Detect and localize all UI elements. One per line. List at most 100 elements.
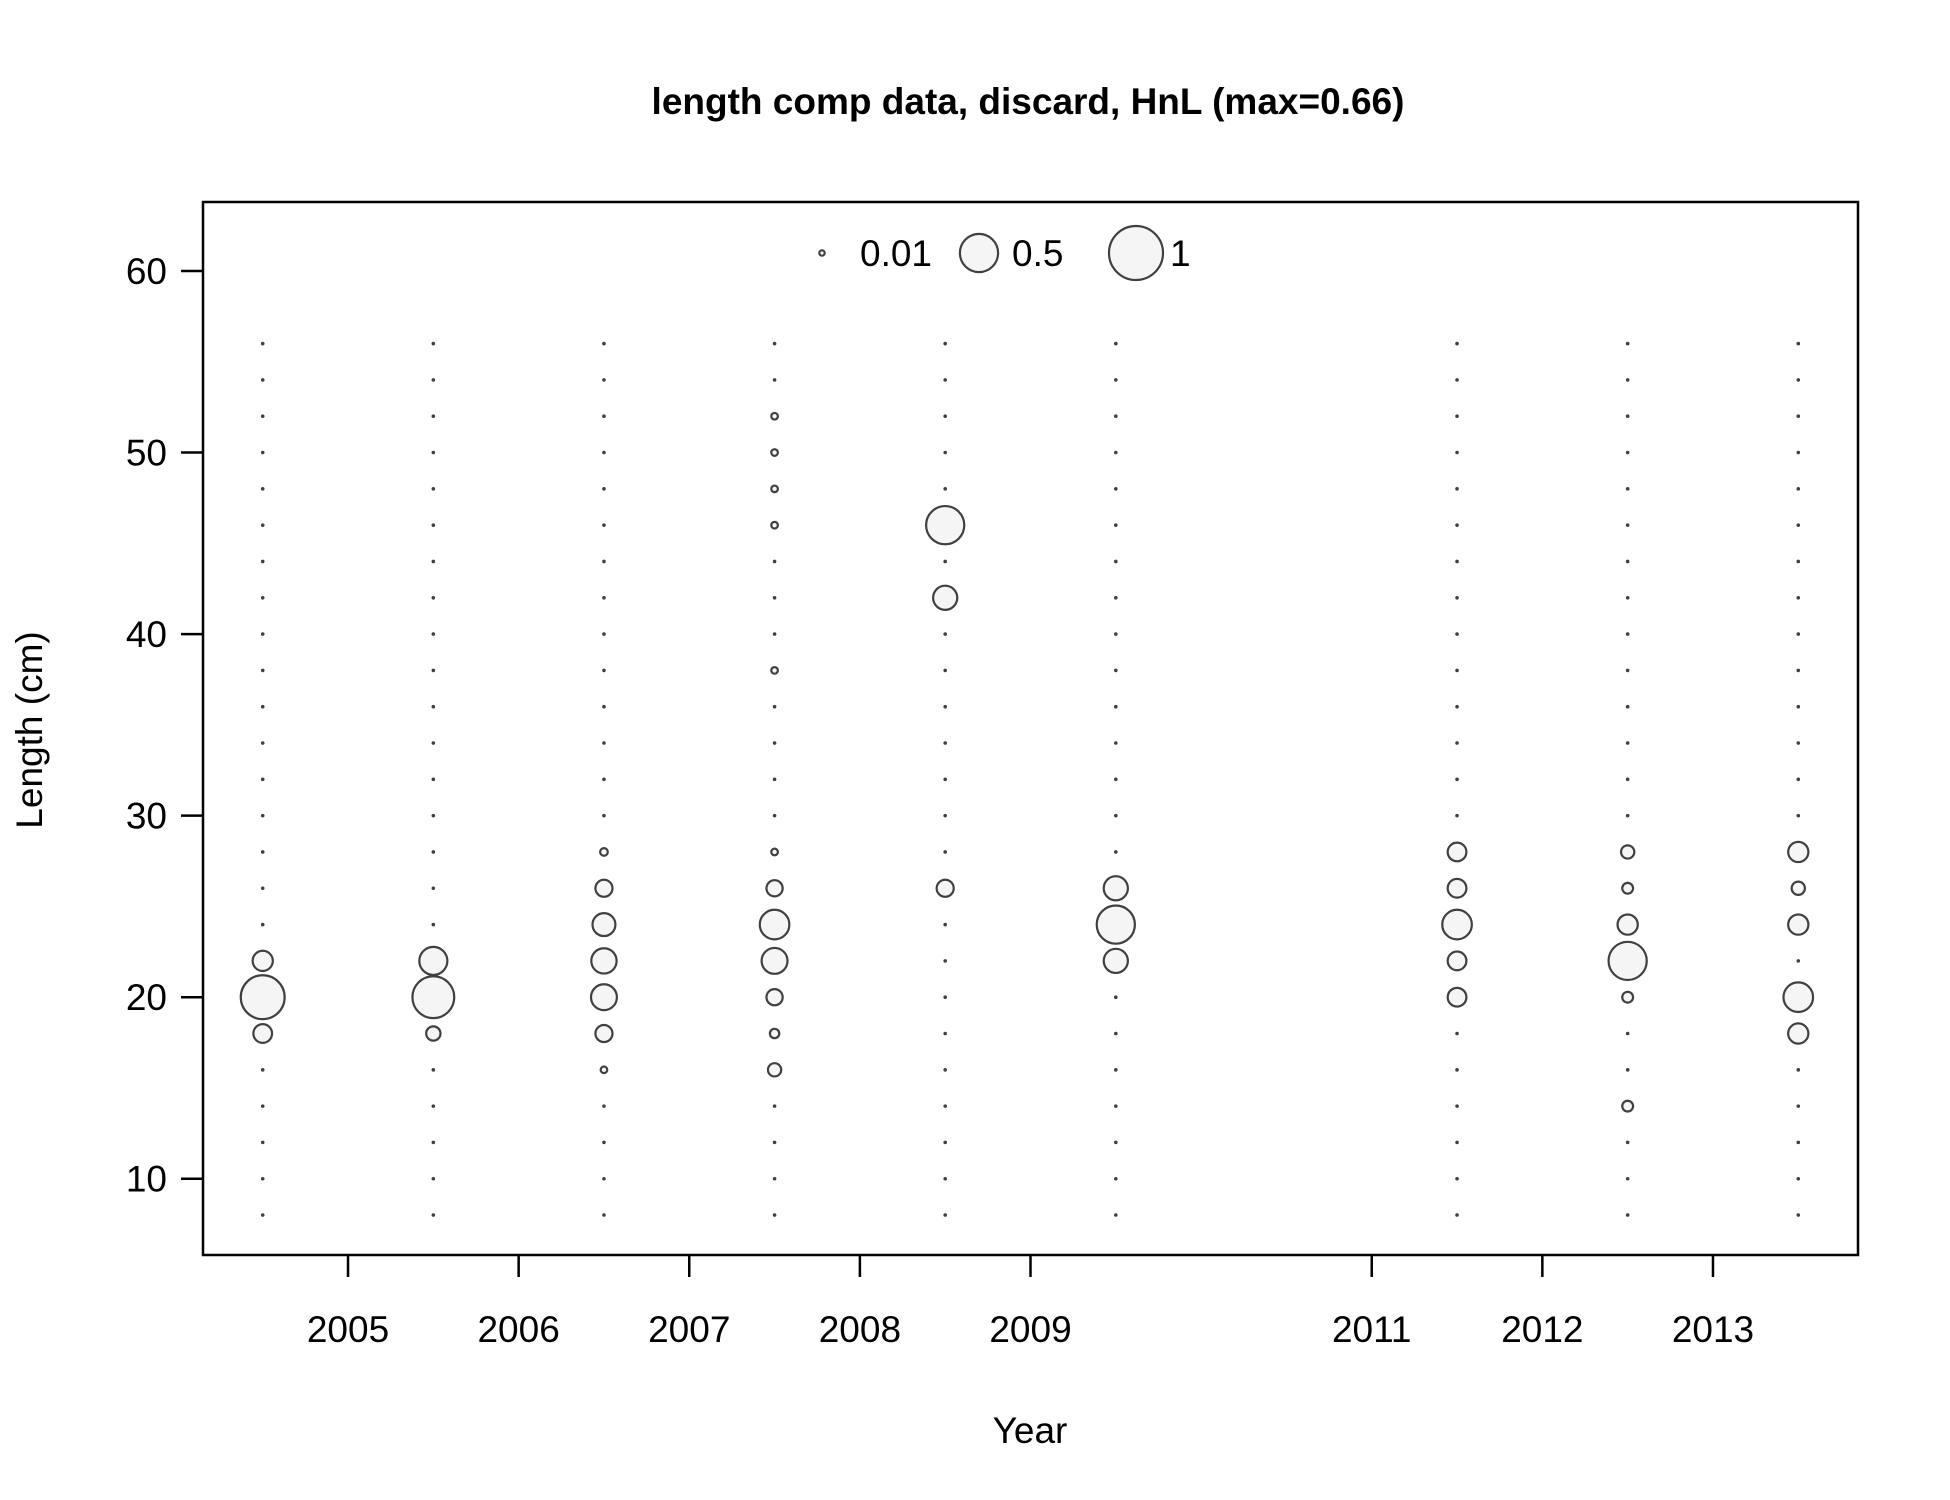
empty-bin-dot: [772, 1176, 777, 1181]
empty-bin-dot: [943, 813, 947, 818]
empty-bin-dot: [1114, 414, 1118, 419]
empty-bin-dot: [1796, 414, 1801, 419]
empty-bin-dot: [1455, 668, 1459, 673]
bubble: [1102, 875, 1129, 902]
bubble: [770, 448, 779, 457]
empty-bin-dot: [431, 668, 436, 673]
empty-bin-dot: [772, 813, 777, 818]
empty-bin-dot: [772, 632, 777, 636]
bubble: [1621, 990, 1635, 1004]
empty-bin-dot: [1796, 704, 1801, 709]
empty-bin-dot: [943, 487, 947, 491]
empty-bin-dot: [602, 704, 606, 709]
empty-bin-dot: [772, 704, 777, 709]
empty-bin-dot: [1455, 595, 1459, 600]
empty-bin-dot: [1625, 559, 1630, 564]
empty-bin-dot: [943, 1176, 947, 1181]
empty-bin-dot: [1796, 341, 1801, 346]
empty-bin-dot: [1796, 959, 1801, 963]
empty-bin-dot: [772, 595, 777, 600]
bubble: [770, 847, 779, 857]
empty-bin-dot: [1114, 632, 1118, 636]
empty-bin-dot: [943, 1140, 947, 1145]
empty-bin-dot: [602, 487, 606, 491]
empty-bin-dot: [431, 559, 436, 564]
empty-bin-dot: [602, 1176, 606, 1181]
empty-bin-dot: [602, 741, 606, 745]
empty-bin-dot: [1625, 487, 1630, 491]
bubble: [1441, 908, 1473, 941]
bubble: [594, 1023, 614, 1044]
empty-bin-dot: [1625, 704, 1630, 709]
bubble: [1621, 881, 1635, 895]
y-tick-label: 30: [126, 796, 167, 837]
empty-bin-dot: [943, 777, 947, 782]
empty-bin-dot: [260, 1140, 265, 1145]
empty-bin-dot: [260, 559, 265, 564]
bubble: [1782, 981, 1815, 1014]
empty-bin-dot: [1625, 595, 1630, 600]
empty-bin-dot: [260, 1176, 265, 1181]
empty-bin-dot: [1455, 1213, 1459, 1217]
empty-bin-dot: [431, 487, 436, 491]
empty-bin-dot: [943, 668, 947, 673]
empty-bin-dot: [1114, 595, 1118, 600]
empty-bin-dot: [260, 414, 265, 419]
empty-bin-dot: [431, 1213, 436, 1217]
empty-bin-dot: [1114, 450, 1118, 455]
empty-bin-dot: [943, 341, 947, 346]
x-tick-label: 2008: [819, 1309, 901, 1350]
empty-bin-dot: [1625, 523, 1630, 527]
bubble: [766, 1062, 783, 1078]
empty-bin-dot: [1625, 668, 1630, 673]
empty-bin-dot: [1455, 341, 1459, 346]
empty-bin-dot: [431, 886, 436, 891]
x-tick-label: 2009: [989, 1309, 1071, 1350]
empty-bin-dot: [1796, 741, 1801, 745]
empty-bin-dot: [772, 1104, 777, 1108]
bubble: [770, 520, 779, 530]
empty-bin-dot: [1114, 341, 1118, 346]
empty-bin-dot: [1455, 813, 1459, 818]
empty-bin-dot: [602, 595, 606, 600]
y-tick-label: 60: [126, 251, 167, 292]
empty-bin-dot: [1625, 813, 1630, 818]
x-tick-label: 2007: [648, 1309, 730, 1350]
empty-bin-dot: [1114, 668, 1118, 673]
empty-bin-dot: [602, 813, 606, 818]
bubble: [425, 1025, 442, 1042]
empty-bin-dot: [260, 450, 265, 455]
empty-bin-dot: [431, 1104, 436, 1108]
empty-bin-dot: [943, 959, 947, 963]
empty-bin-dot: [602, 1104, 606, 1108]
bubble: [1446, 950, 1468, 972]
empty-bin-dot: [1114, 523, 1118, 527]
empty-bin-dot: [1455, 487, 1459, 491]
empty-bin-dot: [1114, 995, 1118, 999]
empty-bin-dot: [431, 378, 436, 382]
y-tick-label: 10: [126, 1159, 167, 1200]
empty-bin-dot: [1455, 1104, 1459, 1108]
y-tick-label: 20: [126, 977, 167, 1018]
empty-bin-dot: [1455, 378, 1459, 382]
empty-bin-dot: [1796, 777, 1801, 782]
empty-bin-dot: [1625, 1213, 1630, 1217]
bubble: [765, 987, 784, 1007]
empty-bin-dot: [1455, 1068, 1459, 1072]
bubble: [760, 946, 789, 975]
bubble: [768, 1027, 781, 1040]
empty-bin-dot: [602, 777, 606, 782]
empty-bin-dot: [1625, 632, 1630, 636]
empty-bin-dot: [1625, 341, 1630, 346]
empty-bin-dot: [1625, 414, 1630, 419]
empty-bin-dot: [260, 922, 265, 927]
bubble: [1787, 913, 1810, 936]
y-tick-label: 50: [126, 433, 167, 474]
bubble: [1616, 913, 1639, 936]
legend-bubble: [1107, 224, 1165, 282]
empty-bin-dot: [1455, 450, 1459, 455]
empty-bin-dot: [260, 632, 265, 636]
empty-bin-dot: [602, 559, 606, 564]
legend-label: 0.01: [860, 233, 932, 274]
empty-bin-dot: [1625, 777, 1630, 782]
